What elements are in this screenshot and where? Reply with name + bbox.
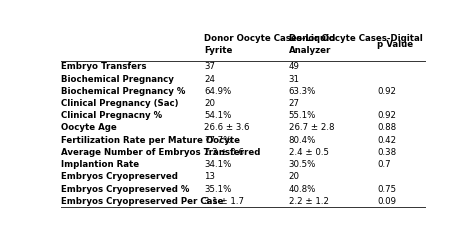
Text: 20: 20 (289, 172, 300, 181)
Text: 40.8%: 40.8% (289, 184, 316, 193)
Text: Biochemical Pregnancy: Biochemical Pregnancy (61, 74, 174, 84)
Text: 0.42: 0.42 (377, 136, 396, 145)
Text: 55.1%: 55.1% (289, 111, 316, 120)
Text: Clinical Pregnacny %: Clinical Pregnacny % (61, 111, 162, 120)
Text: Oocyte Age: Oocyte Age (61, 123, 117, 133)
Text: Embryos Cryopreserved %: Embryos Cryopreserved % (61, 184, 190, 193)
Text: p Value: p Value (377, 40, 413, 49)
Text: Donor Oocyte Cases-Liquid
Fyrite: Donor Oocyte Cases-Liquid Fyrite (204, 35, 336, 55)
Text: 0.38: 0.38 (377, 148, 396, 157)
Text: 31: 31 (289, 74, 300, 84)
Text: 80.4%: 80.4% (289, 136, 316, 145)
Text: 2.2 ± 1.2: 2.2 ± 1.2 (289, 197, 329, 206)
Text: 37: 37 (204, 62, 215, 71)
Text: 0.7: 0.7 (377, 160, 391, 169)
Text: 0.75: 0.75 (377, 184, 396, 193)
Text: Implantion Rate: Implantion Rate (61, 160, 139, 169)
Text: Embryo Transfers: Embryo Transfers (61, 62, 146, 71)
Text: Embryos Cryopreserved: Embryos Cryopreserved (61, 172, 178, 181)
Text: 63.3%: 63.3% (289, 87, 316, 96)
Text: 2.4 ± 0.5: 2.4 ± 0.5 (289, 148, 329, 157)
Text: 20: 20 (204, 99, 215, 108)
Text: 26.6 ± 3.6: 26.6 ± 3.6 (204, 123, 250, 133)
Text: Biochemical Pregnancy %: Biochemical Pregnancy % (61, 87, 185, 96)
Text: 3.1 ± 1.7: 3.1 ± 1.7 (204, 197, 245, 206)
Text: 0.88: 0.88 (377, 123, 396, 133)
Text: 0.92: 0.92 (377, 87, 396, 96)
Text: 49: 49 (289, 62, 300, 71)
Text: Embryos Cryopreserved Per Case: Embryos Cryopreserved Per Case (61, 197, 223, 206)
Text: Donor Oocyte Cases-Digital
Analyzer: Donor Oocyte Cases-Digital Analyzer (289, 35, 423, 55)
Text: Average Number of Embryos Transferred: Average Number of Embryos Transferred (61, 148, 260, 157)
Text: 26.7 ± 2.8: 26.7 ± 2.8 (289, 123, 334, 133)
Text: 2.3 ± 0.6: 2.3 ± 0.6 (204, 148, 245, 157)
Text: 54.1%: 54.1% (204, 111, 232, 120)
Text: 0.09: 0.09 (377, 197, 396, 206)
Text: Clinical Pregnancy (Sac): Clinical Pregnancy (Sac) (61, 99, 179, 108)
Text: 35.1%: 35.1% (204, 184, 232, 193)
Text: 13: 13 (204, 172, 215, 181)
Text: 64.9%: 64.9% (204, 87, 232, 96)
Text: 77.7%: 77.7% (204, 136, 232, 145)
Text: 30.5%: 30.5% (289, 160, 316, 169)
Text: 24: 24 (204, 74, 215, 84)
Text: 34.1%: 34.1% (204, 160, 232, 169)
Text: Fertilization Rate per Mature Oocyte: Fertilization Rate per Mature Oocyte (61, 136, 240, 145)
Text: 27: 27 (289, 99, 300, 108)
Text: 0.92: 0.92 (377, 111, 396, 120)
